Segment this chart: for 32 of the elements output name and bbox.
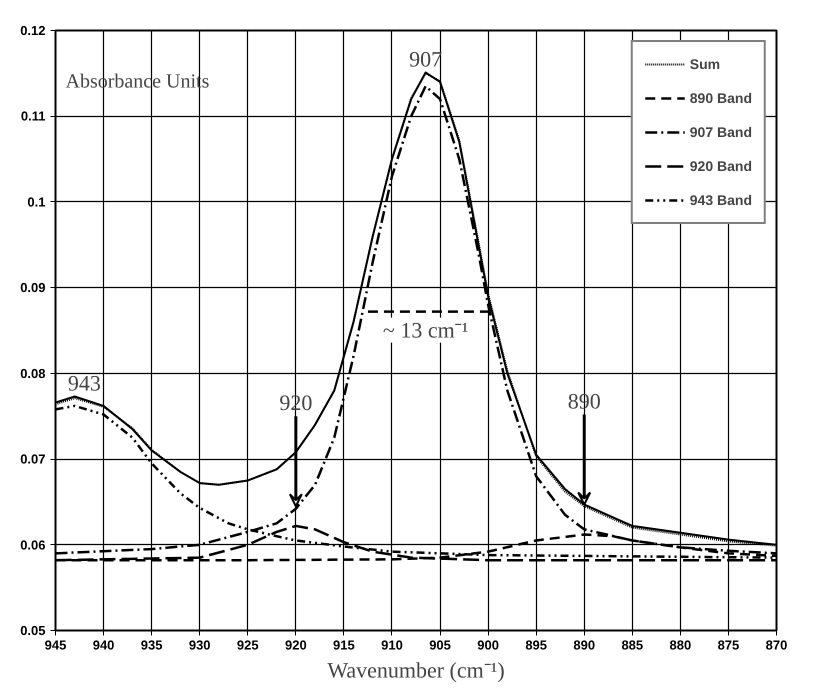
x-tick-label: 870 xyxy=(766,638,788,652)
legend-label: 890 Band xyxy=(690,90,752,106)
x-tick-label: 900 xyxy=(477,638,499,652)
x-tick-label: 905 xyxy=(429,638,451,652)
y-tick-label: 0.1 xyxy=(27,194,46,210)
x-tick-label: 880 xyxy=(670,638,692,652)
x-tick-label: 915 xyxy=(333,638,355,652)
x-tick-label: 945 xyxy=(44,638,66,652)
x-tick-label: 940 xyxy=(92,638,114,652)
x-tick-label: 935 xyxy=(140,638,162,652)
x-tick-label: 930 xyxy=(188,638,211,652)
x-tick-label: 895 xyxy=(525,638,548,652)
annotation: 943 xyxy=(68,370,101,396)
x-axis-title: Wavenumber (cm⁻¹) xyxy=(327,658,505,682)
x-tick-label: 920 xyxy=(284,638,307,652)
legend-label: 920 Band xyxy=(690,158,752,174)
x-tick-label: 875 xyxy=(718,638,740,652)
y-tick-label: 0.06 xyxy=(20,537,46,552)
x-tick-label: 925 xyxy=(236,638,259,652)
legend-label: Sum xyxy=(690,56,720,72)
x-tick-label: 890 xyxy=(573,638,596,652)
x-tick-label: 885 xyxy=(621,638,644,652)
legend-label: 907 Band xyxy=(690,124,752,140)
y-tick-label: 0.07 xyxy=(20,452,46,467)
annotation: ~ 13 cm⁻¹ xyxy=(382,318,468,343)
y-tick-label: 0.08 xyxy=(20,366,46,381)
y-tick-label: 0.11 xyxy=(20,108,46,124)
legend-label: 943 Band xyxy=(690,192,752,208)
y-tick-label: 0.05 xyxy=(20,623,46,638)
y-tick-label: 0.12 xyxy=(20,23,46,38)
x-tick-label: 910 xyxy=(381,638,403,652)
y-tick-label: 0.09 xyxy=(20,280,46,296)
